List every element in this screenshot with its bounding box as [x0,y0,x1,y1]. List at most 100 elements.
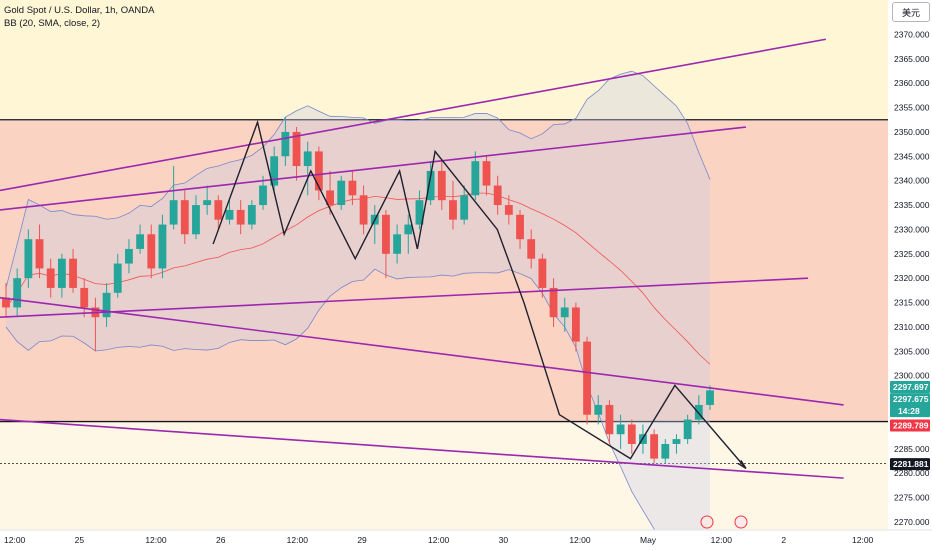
candle-body[interactable] [270,156,279,186]
candle-body[interactable] [136,234,145,249]
candle-body[interactable] [627,424,636,444]
candle-body[interactable] [382,214,390,254]
candle-body[interactable] [672,439,681,444]
time-tick-label: 2 [781,535,786,545]
trendline[interactable] [0,277,809,318]
candle-body[interactable] [13,278,22,308]
candle-body[interactable] [437,170,446,201]
symbol-title[interactable]: Gold Spot / U.S. Dollar, 1h, OANDA [4,5,155,16]
bb-basis-line [5,192,711,365]
currency-button[interactable]: 美元 [892,2,930,22]
candle-body[interactable] [24,239,33,279]
price-tick-label: 2340.000 [894,176,930,186]
candle-body[interactable] [259,185,267,206]
candle-body[interactable] [125,248,133,264]
candle-body[interactable] [516,214,524,240]
candle-body[interactable] [46,268,55,288]
time-tick-label: 12:00 [428,535,450,545]
lower-zone [0,421,888,530]
candle-body[interactable] [538,258,547,288]
time-axis[interactable] [0,530,932,550]
indicator-title[interactable]: BB (20, SMA, close, 2) [4,18,101,29]
candle-body[interactable] [359,195,368,225]
trendline[interactable] [0,38,826,192]
price-tag[interactable] [890,458,930,471]
candle-body[interactable] [69,258,77,288]
price-tick-label: 2270.000 [894,517,930,527]
candle-body[interactable] [426,170,435,201]
candle-body[interactable] [583,341,591,415]
price-tick-label: 2370.000 [894,29,930,39]
candle-body[interactable] [203,200,212,206]
candle-body[interactable] [706,390,714,405]
candle-body[interactable] [147,234,156,269]
time-tick-label: 12:00 [287,535,309,545]
arrow-head [737,459,747,469]
price-tag-countdown: 14:28 [898,406,920,416]
candle-body[interactable] [113,263,122,293]
candle-body[interactable] [57,258,66,288]
candle-body[interactable] [214,200,223,220]
price-tag-label: 2297.675 [893,394,929,404]
candle-body[interactable] [460,195,469,220]
candle-body[interactable] [504,205,513,215]
candle-body[interactable] [348,180,357,196]
candle-body[interactable] [192,205,200,235]
candle-body[interactable] [616,424,625,435]
price-tick-label: 2325.000 [894,249,930,259]
trendline[interactable] [0,296,844,406]
time-tick-label: 12:00 [569,535,591,545]
candle-body[interactable] [449,200,457,220]
flash-event-icon[interactable] [700,515,714,529]
candle-body[interactable] [605,404,614,435]
candle-body[interactable] [337,180,346,206]
candle-body[interactable] [314,151,323,191]
zigzag-path[interactable] [212,119,747,469]
candle-body[interactable] [650,434,659,459]
candle-body[interactable] [35,239,44,269]
time-tick-label: 25 [75,535,85,545]
candle-body[interactable] [560,307,569,318]
candle-body[interactable] [326,190,334,206]
candle-body[interactable] [169,200,178,225]
price-tick-label: 2350.000 [894,127,930,137]
candle-body[interactable] [2,297,10,308]
candle-body[interactable] [225,209,234,220]
price-tag[interactable] [890,419,930,432]
candle-body[interactable] [482,161,491,186]
upper-zone [0,0,888,120]
candle-body[interactable] [393,234,402,254]
flag-event-icon[interactable] [734,515,748,529]
time-tick-label: May [640,535,657,545]
candle-body[interactable] [661,443,670,459]
candle-body[interactable] [549,287,558,318]
price-tick-label: 2305.000 [894,346,930,356]
candle-body[interactable] [158,224,167,269]
candle-body[interactable] [415,200,424,225]
price-tag[interactable] [890,393,930,418]
candle-body[interactable] [247,205,256,225]
trendline[interactable] [0,418,844,479]
trendline[interactable] [0,126,747,211]
candle-body[interactable] [694,404,703,420]
candle-body[interactable] [527,239,536,259]
candle-body[interactable] [281,131,290,157]
candle-body[interactable] [236,209,245,225]
candle-body[interactable] [180,200,189,235]
time-tick-label: 12:00 [852,535,874,545]
candle-body[interactable] [292,131,301,167]
candle-body[interactable] [102,292,111,318]
candle-body[interactable] [303,151,312,167]
candle-body[interactable] [594,404,603,415]
candle-body[interactable] [471,161,480,196]
time-tick-label: 30 [499,535,509,545]
price-tick-label: 2335.000 [894,200,930,210]
candle-body[interactable] [683,419,692,440]
candle-body[interactable] [80,287,89,308]
candle-body[interactable] [404,224,413,235]
candle-body[interactable] [571,307,580,342]
candle-body[interactable] [493,185,502,206]
price-tag[interactable] [890,380,930,393]
